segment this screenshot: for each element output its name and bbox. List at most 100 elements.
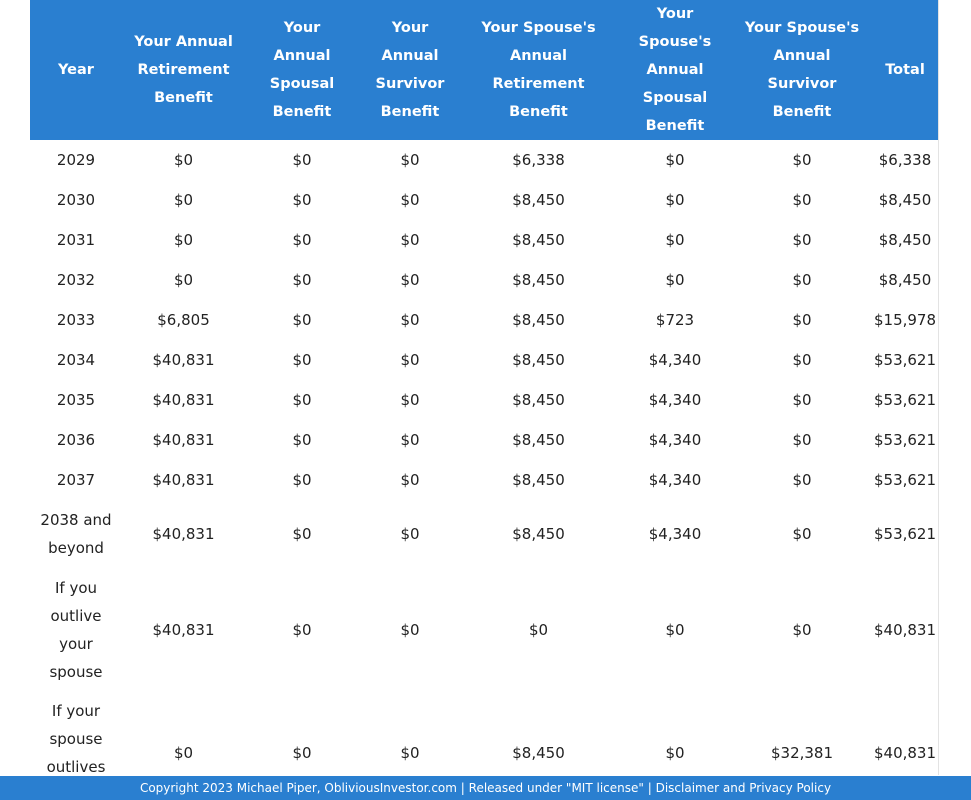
year-line: 2033 (56, 311, 96, 329)
cell-your-spousal: $0 (292, 271, 312, 289)
cell-total: $53,621 (873, 351, 937, 369)
header-spouse-retirement: Your Spouse's Annual Retirement Benefit (461, 0, 616, 140)
header-line: Annual (273, 48, 331, 64)
cell-spouse-spousal: $723 (655, 311, 695, 329)
cell-your-survivor: $0 (400, 471, 420, 489)
cell-your-survivor: $0 (400, 151, 420, 169)
cell-total: $8,450 (878, 231, 932, 249)
year-cell: 2037 (30, 460, 122, 500)
year-cell: 2038 and beyond (30, 500, 122, 567)
cell-total: $6,338 (878, 151, 932, 169)
disclaimer-link[interactable]: Disclaimer and Privacy Policy (655, 781, 832, 795)
year-line: outlives (46, 757, 106, 776)
cell-your-spousal: $0 (292, 191, 312, 209)
header-line: Your Spouse's (481, 20, 596, 36)
header-line: Spousal (269, 76, 335, 92)
cell-spouse-retirement: $8,450 (512, 311, 565, 329)
header-line: Benefit (154, 90, 213, 106)
header-spouse-survivor: Your Spouse's Annual Survivor Benefit (734, 0, 870, 140)
cell-total: $40,831 (873, 743, 937, 762)
header-line: Annual (773, 48, 831, 64)
footer-copyright: Copyright 2023 Michael Piper, ObliviousI… (139, 781, 457, 795)
cell-spouse-spousal: $0 (665, 151, 685, 169)
cell-spouse-retirement: $8,450 (512, 191, 565, 209)
header-line: Retirement (492, 76, 585, 92)
cell-total: $53,621 (873, 524, 937, 543)
table-row: 2035 $40,831 $0 $0 $8,450 $4,340 $0 $53,621 (30, 380, 938, 420)
table-header: Year Your Annual Retirement Benefit Your Annu… (30, 0, 938, 140)
header-line: Annual (646, 62, 704, 78)
cell-spouse-survivor: $0 (792, 431, 812, 449)
cell-your-retirement: $0 (173, 191, 194, 209)
cell-spouse-retirement: $8,450 (512, 391, 565, 409)
cell-your-retirement: $40,831 (152, 524, 215, 543)
header-line: Benefit (380, 104, 440, 120)
cell-your-retirement: $40,831 (152, 351, 215, 369)
header-line: Benefit (772, 104, 832, 120)
year-line: 2038 and (40, 510, 112, 529)
header-year: Year (30, 0, 122, 140)
year-cell: If you outlive your spouse (30, 567, 122, 692)
cell-spouse-spousal: $4,340 (648, 351, 702, 369)
cell-spouse-retirement: $8,450 (512, 271, 565, 289)
table-row: 2031 $0 $0 $0 $8,450 $0 $0 $8,450 (30, 220, 938, 260)
header-line: Retirement (137, 62, 230, 78)
cell-spouse-retirement: $6,338 (512, 151, 565, 169)
cell-your-spousal: $0 (292, 231, 312, 249)
header-line: Your (283, 20, 321, 36)
header-your-spousal: Your Annual Spousal Benefit (245, 0, 359, 140)
table-row: 2030 $0 $0 $0 $8,450 $0 $0 $8,450 (30, 180, 938, 220)
cell-spouse-retirement: $0 (528, 620, 549, 639)
year-line: 2034 (56, 351, 96, 369)
cell-your-spousal: $0 (292, 743, 312, 762)
table-row: If you outlive your spouse $40,831 $0 $0 $0 $0 $0… (30, 567, 938, 692)
header-line: Year (58, 62, 94, 78)
table-row: 2032 $0 $0 $0 $8,450 $0 $0 $8,450 (30, 260, 938, 300)
cell-spouse-spousal: $4,340 (648, 391, 702, 409)
cell-spouse-spousal: $0 (665, 620, 685, 639)
cell-your-survivor: $0 (400, 231, 420, 249)
cell-your-spousal: $0 (292, 524, 312, 543)
header-line: Total (885, 62, 925, 78)
cell-total: $15,978 (873, 311, 937, 329)
cell-your-survivor: $0 (400, 271, 420, 289)
cell-your-survivor: $0 (400, 620, 420, 639)
cell-your-retirement: $40,831 (152, 471, 215, 489)
cell-total: $40,831 (873, 620, 937, 639)
cell-your-survivor: $0 (400, 743, 420, 762)
cell-spouse-spousal: $0 (665, 743, 685, 762)
cell-your-retirement: $0 (173, 743, 194, 762)
year-line: spouse (49, 662, 103, 681)
footer-separator: | (460, 781, 465, 795)
year-line: 2029 (56, 151, 96, 169)
year-cell: If yourspouseoutlivesyou (30, 692, 122, 776)
cell-your-spousal: $0 (292, 311, 312, 329)
cell-your-retirement: $0 (173, 151, 194, 169)
year-line: beyond (48, 538, 104, 557)
cell-spouse-retirement: $8,450 (512, 231, 565, 249)
cell-spouse-survivor: $0 (792, 231, 812, 249)
cell-spouse-survivor: $0 (792, 391, 812, 409)
cell-your-survivor: $0 (400, 311, 420, 329)
cell-spouse-survivor: $0 (792, 351, 812, 369)
cell-total: $8,450 (878, 271, 932, 289)
mit-license-link[interactable]: Released under "MIT license" (468, 781, 644, 795)
table-row: 2036 $40,831 $0 $0 $8,450 $4,340 $0 $53,621 (30, 420, 938, 460)
footer-separator: | (647, 781, 652, 795)
year-cell: 2031 (30, 220, 122, 260)
year-line: 2035 (56, 391, 96, 409)
year-cell: 2036 (30, 420, 122, 460)
header-line: Your Spouse's (744, 20, 860, 36)
cell-your-retirement: $40,831 (152, 431, 215, 449)
cell-spouse-spousal: $0 (665, 191, 685, 209)
year-cell: 2030 (30, 180, 122, 220)
cell-your-retirement: $40,831 (152, 620, 215, 639)
cell-your-spousal: $0 (292, 620, 312, 639)
header-spouse-spousal: Your Spouse's Annual Spousal Benefit (616, 0, 734, 140)
header-total: Total (870, 0, 938, 140)
cell-spouse-spousal: $4,340 (648, 524, 702, 543)
header-line: Your Annual (381, 20, 439, 64)
benefits-table-container: Year Your Annual Retirement Benefit Your Annu… (30, 0, 939, 775)
year-line: 2036 (56, 431, 96, 449)
